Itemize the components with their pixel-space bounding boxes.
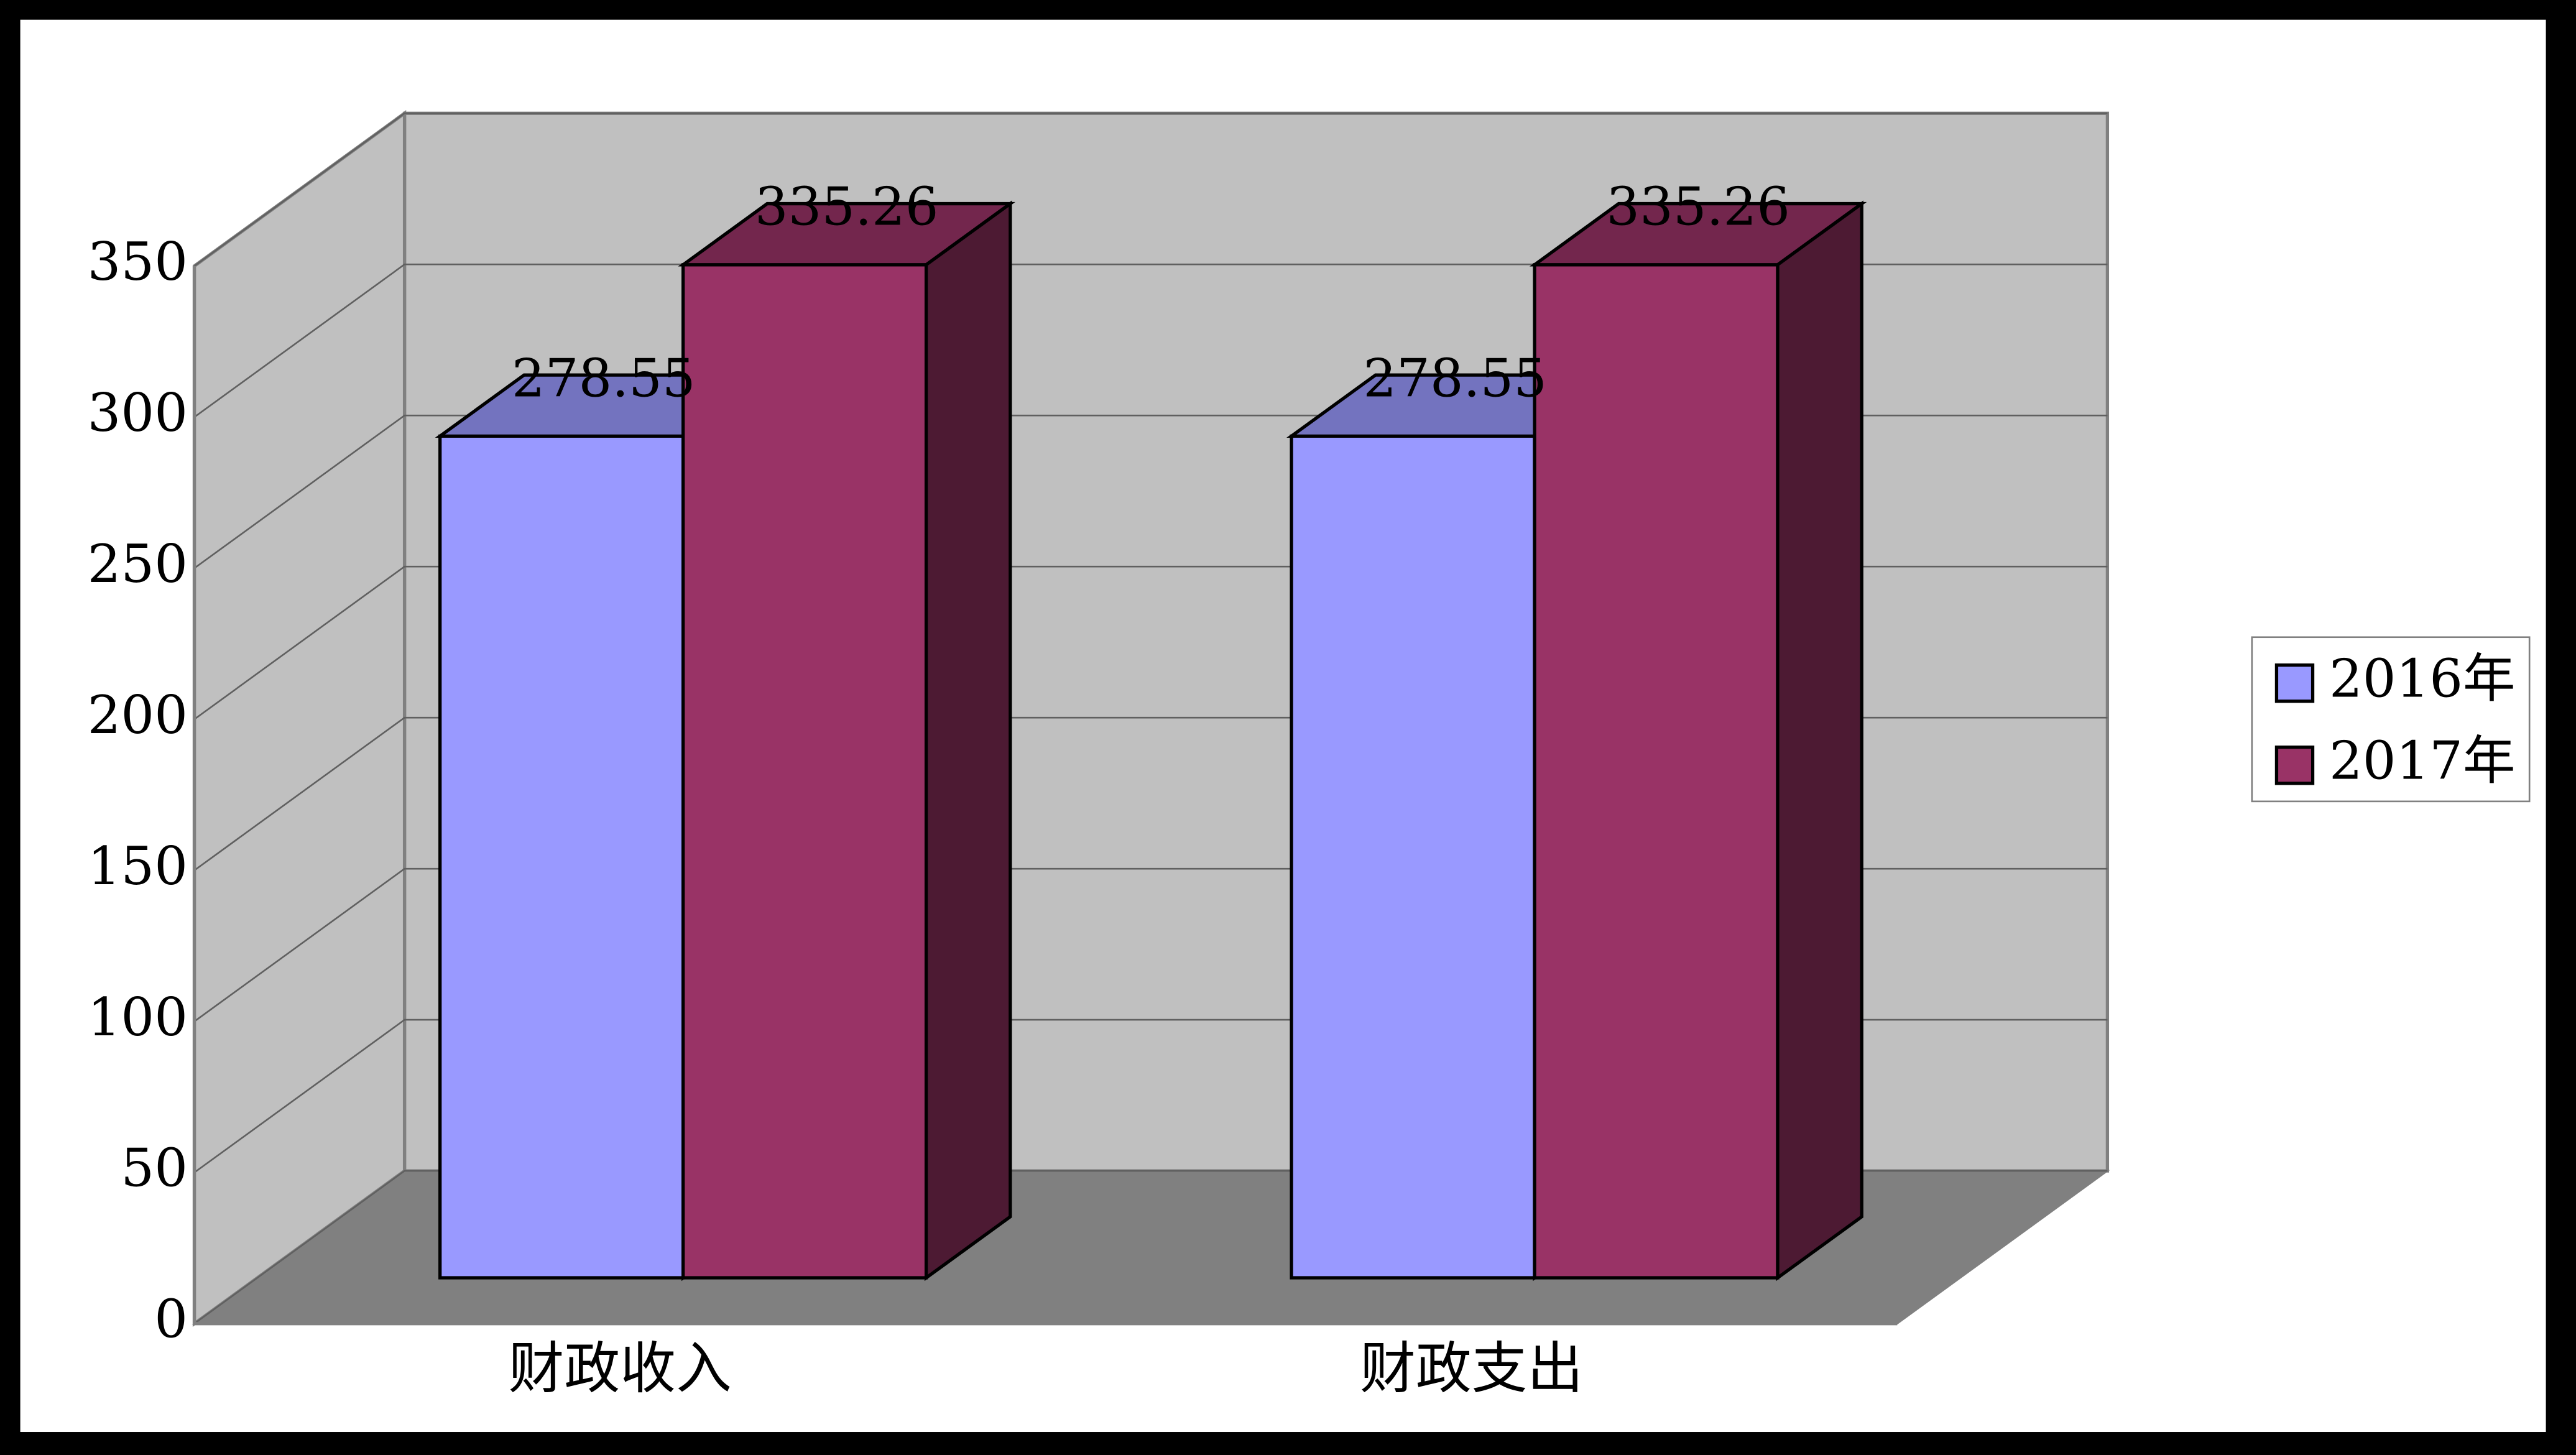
bar-group <box>1529 200 1867 1282</box>
y-tick-label: 100 <box>88 987 188 1048</box>
value-label: 278.55 <box>1363 348 1547 409</box>
side-wall <box>192 110 407 1327</box>
value-label: 335.26 <box>1606 177 1790 238</box>
legend-swatch <box>2274 746 2315 785</box>
y-tick-label: 300 <box>88 382 188 443</box>
y-tick-label: 50 <box>121 1138 188 1199</box>
bar <box>681 263 928 1280</box>
legend-label: 2016年 <box>2329 649 2516 709</box>
bar-group <box>678 200 1015 1282</box>
y-tick-label: 350 <box>88 231 188 292</box>
y-tick-label: 0 <box>154 1289 188 1350</box>
y-tick-label: 150 <box>88 836 188 897</box>
x-tick-label: 财政支出 <box>1360 1336 1583 1401</box>
bar <box>438 434 685 1280</box>
legend-swatch <box>2274 663 2315 703</box>
legend: 2016年 2017年 <box>2251 636 2531 803</box>
bar-side <box>1776 200 1863 1282</box>
bar-side <box>924 200 1012 1282</box>
value-label: 335.26 <box>755 177 939 238</box>
value-label: 278.55 <box>512 348 696 409</box>
bar <box>1533 263 1780 1280</box>
bar <box>1290 434 1536 1280</box>
grid-line <box>193 112 2108 267</box>
y-tick-label: 200 <box>88 685 188 746</box>
x-tick-label: 财政收入 <box>509 1336 732 1401</box>
y-tick-label: 250 <box>88 534 188 594</box>
legend-label: 2017年 <box>2329 731 2516 792</box>
